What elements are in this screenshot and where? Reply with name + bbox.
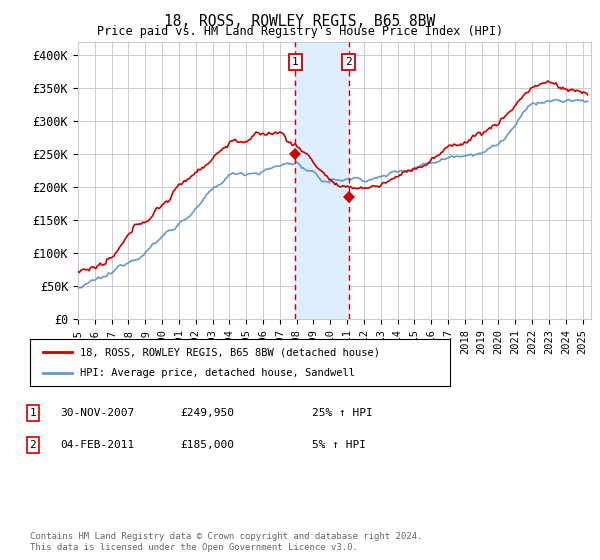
Text: Price paid vs. HM Land Registry's House Price Index (HPI): Price paid vs. HM Land Registry's House … bbox=[97, 25, 503, 38]
Text: 30-NOV-2007: 30-NOV-2007 bbox=[60, 408, 134, 418]
Text: £185,000: £185,000 bbox=[180, 440, 234, 450]
Text: Contains HM Land Registry data © Crown copyright and database right 2024.
This d: Contains HM Land Registry data © Crown c… bbox=[30, 532, 422, 552]
Text: 25% ↑ HPI: 25% ↑ HPI bbox=[312, 408, 373, 418]
Text: 04-FEB-2011: 04-FEB-2011 bbox=[60, 440, 134, 450]
Text: 2: 2 bbox=[29, 440, 37, 450]
Text: HPI: Average price, detached house, Sandwell: HPI: Average price, detached house, Sand… bbox=[80, 368, 355, 378]
Text: 2: 2 bbox=[345, 57, 352, 67]
Text: 5% ↑ HPI: 5% ↑ HPI bbox=[312, 440, 366, 450]
Text: 18, ROSS, ROWLEY REGIS, B65 8BW: 18, ROSS, ROWLEY REGIS, B65 8BW bbox=[164, 14, 436, 29]
Text: £249,950: £249,950 bbox=[180, 408, 234, 418]
Text: 18, ROSS, ROWLEY REGIS, B65 8BW (detached house): 18, ROSS, ROWLEY REGIS, B65 8BW (detache… bbox=[80, 347, 380, 357]
Text: 1: 1 bbox=[292, 57, 299, 67]
Text: 1: 1 bbox=[29, 408, 37, 418]
Bar bbox=[295, 42, 349, 319]
